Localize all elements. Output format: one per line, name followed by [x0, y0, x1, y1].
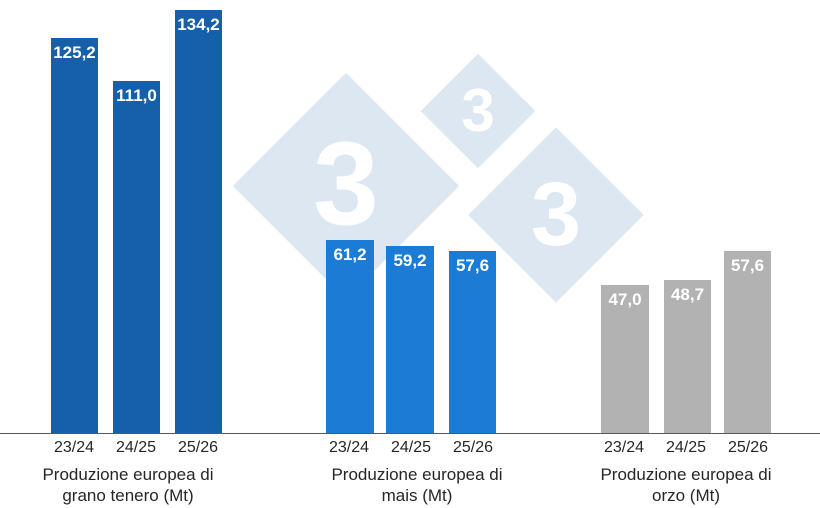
svg-text:3: 3	[461, 77, 494, 144]
svg-text:3: 3	[313, 118, 379, 250]
svg-text:3: 3	[531, 165, 581, 265]
